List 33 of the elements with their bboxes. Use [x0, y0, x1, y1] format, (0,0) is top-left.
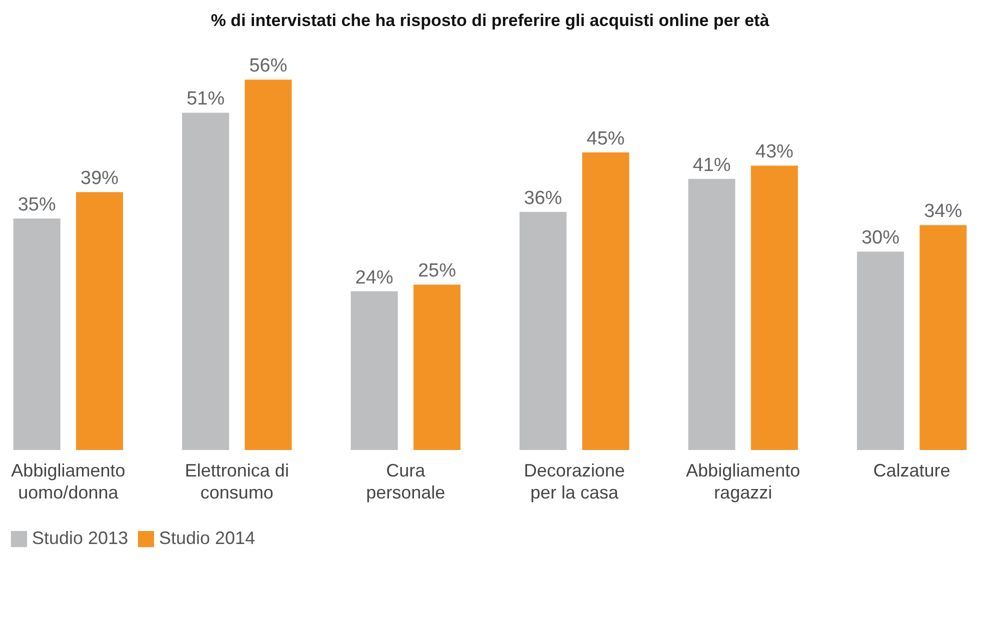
bar	[920, 225, 967, 450]
data-label: 41%	[692, 154, 731, 176]
bar	[582, 152, 630, 450]
data-label: 36%	[524, 188, 562, 209]
bar	[520, 212, 567, 450]
data-label: 43%	[755, 142, 794, 163]
data-label: 30%	[861, 228, 900, 249]
bar	[750, 166, 798, 450]
data-label: 35%	[18, 194, 56, 216]
bar	[182, 112, 230, 450]
x-tick-label: Cura personale	[366, 460, 446, 502]
x-tick-label: Decorazione per la casa	[524, 460, 625, 502]
legend-label: Studio 2013	[32, 528, 128, 548]
x-tick-label: Abbigliamento uomo/donna	[11, 460, 126, 502]
bar	[13, 218, 60, 450]
x-tick-label: Abbigliamento ragazzi	[686, 460, 800, 502]
data-label: 24%	[355, 267, 394, 288]
bar	[856, 252, 904, 450]
bar	[350, 291, 398, 450]
x-tick-label: Elettronica di consumo	[184, 460, 289, 502]
data-label: 25%	[418, 260, 456, 282]
data-label: 56%	[249, 56, 288, 77]
x-tick-label: Calzature	[873, 460, 950, 480]
data-label: 51%	[186, 88, 225, 110]
data-label: 34%	[924, 201, 962, 222]
chart-title: % di intervistati che ha risposto di preferire gli acquisti online per età	[210, 11, 770, 30]
bar	[244, 80, 292, 450]
data-label: 45%	[586, 128, 625, 150]
data-label: 39%	[80, 168, 119, 190]
legend-label: Studio 2014	[159, 528, 256, 548]
bar	[413, 284, 460, 450]
bar	[688, 178, 736, 450]
bar	[76, 192, 124, 450]
